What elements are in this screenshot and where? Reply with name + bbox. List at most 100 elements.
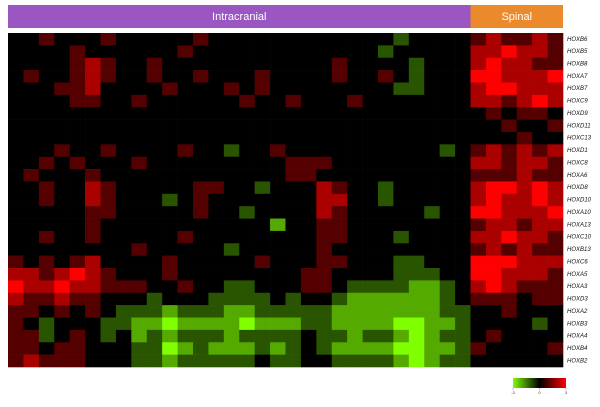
heat-cell [193,230,209,244]
heat-cell [285,107,302,120]
heat-cell [331,255,348,269]
heat-cell [239,292,255,306]
heat-cell [331,243,348,256]
heat-cell [85,193,101,207]
heat-cell [485,181,502,195]
heat-cell [131,45,148,59]
heat-cell [38,329,55,343]
heat-cell [285,329,302,343]
heat-cell [162,169,178,182]
heat-cell [393,206,410,219]
heat-cell [8,292,24,306]
heat-cell [162,218,178,232]
heat-cell [193,169,209,182]
heat-cell [85,305,101,318]
heat-cell [85,255,101,269]
heat-cell [8,218,24,232]
heat-cell [69,57,86,71]
heat-cell [38,317,55,331]
heat-cell [424,218,440,232]
heat-cell [300,280,317,294]
heat-cell [162,329,178,343]
row-label: HOXB6 [567,37,588,43]
heat-cell [254,218,271,232]
heat-cell [331,33,348,46]
heat-cell [239,280,255,294]
heat-cell [393,156,410,170]
heat-cell [23,70,40,83]
heat-cell [8,57,24,71]
row-label: HOXA2 [567,309,588,315]
heat-cell [38,292,55,306]
heat-cell [316,292,333,306]
heat-cell [177,317,194,331]
heat-cell [532,329,548,343]
heat-cell [100,218,117,232]
heat-cell [378,45,394,59]
heat-cell [516,57,533,71]
heat-cell [393,230,410,244]
heat-cell [378,82,394,96]
heat-cell [516,218,533,232]
heat-cell [23,82,40,96]
heat-cell [254,181,271,195]
heat-cell [239,94,255,108]
heat-cell [54,342,70,355]
heat-cell [270,193,286,207]
heat-cell [54,292,70,306]
heat-cell [146,243,163,256]
heat-cell [162,243,178,256]
heat-cell [85,317,101,331]
heat-cell [439,342,456,355]
heat-cell [532,243,548,256]
heat-cell [485,280,502,294]
heat-cell [300,255,317,269]
heat-cell [362,119,379,133]
legend-tick-label: 0 [538,390,541,395]
heat-cell [455,57,471,71]
heat-cell [100,206,117,219]
heat-cell [38,268,55,281]
heat-cell [223,354,240,368]
heat-cell [300,144,317,158]
heat-cell [470,57,487,71]
heat-cell [270,342,286,355]
heat-cell [131,94,148,108]
heat-cell [254,82,271,96]
heat-cell [8,33,24,46]
heat-cell [347,70,363,83]
heat-cell [347,107,363,120]
heat-cell [146,206,163,219]
heat-cell [285,342,302,355]
heat-cell [285,218,302,232]
heat-cell [532,94,548,108]
heat-cell [162,82,178,96]
heat-cell [331,45,348,59]
row-label: HOXB5 [567,49,588,55]
heat-cell [162,230,178,244]
heat-cell [439,268,456,281]
heat-cell [85,57,101,71]
heat-cell [362,243,379,256]
heat-cell [424,57,440,71]
heat-cell [362,94,379,108]
heat-cell [270,169,286,182]
heat-cell [532,317,548,331]
heat-cell [193,243,209,256]
heat-cell [316,94,333,108]
heat-cell [162,255,178,269]
heat-cell [254,131,271,145]
heat-cell [362,255,379,269]
heat-cell [347,94,363,108]
row-label: HOXC10 [567,235,592,241]
heat-cell [439,57,456,71]
heat-cell [331,181,348,195]
heat-cell [23,354,40,368]
heat-cell [8,230,24,244]
heat-cell [38,305,55,318]
heat-cell [38,206,55,219]
heat-cell [8,131,24,145]
heat-cell [362,45,379,59]
heat-cell [177,33,194,46]
heat-cell [23,57,40,71]
